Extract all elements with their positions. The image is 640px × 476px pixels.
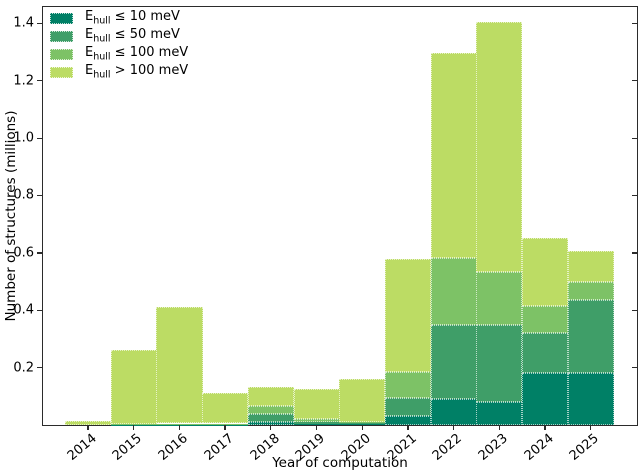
bar-2024-le100 (522, 305, 569, 334)
y-tick-label-0.4: 0.4 (13, 302, 34, 318)
bar-2021-le50 (384, 398, 432, 417)
bar-2022-le50 (430, 325, 477, 400)
bar-2020-le100 (339, 422, 386, 424)
legend-item-gt100: Ehull > 100 meV (50, 63, 188, 81)
bar-2022-le100 (430, 258, 477, 326)
y-tick-right-1.4 (632, 22, 637, 25)
bar-2022-gt100 (430, 53, 477, 258)
bar-2014-gt100 (65, 420, 112, 425)
legend-label-le50: Ehull ≤ 50 meV (85, 27, 180, 45)
x-tick-2017 (224, 425, 226, 430)
y-tick-label-1.4: 1.4 (13, 15, 34, 31)
bar-2015-gt100 (110, 350, 157, 424)
legend-label-gt100: Ehull > 100 meV (85, 63, 189, 81)
bar-2018-le10 (247, 421, 294, 425)
bar-2024-le10 (522, 373, 569, 425)
y-tick-right-0.4 (632, 309, 637, 311)
x-tick-label-2024: 2024 (521, 431, 557, 464)
x-tick-2025 (590, 425, 592, 430)
bar-2024-gt100 (522, 238, 569, 306)
bar-2019-le10 (293, 423, 340, 425)
x-tick-2023 (498, 425, 500, 430)
y-tick-label-0.2: 0.2 (13, 360, 34, 376)
y-tick-right-1.2 (632, 80, 637, 82)
bar-2020-le10 (339, 424, 386, 425)
y-tick-left-1.4 (37, 22, 42, 25)
bar-2024-le50 (522, 333, 569, 374)
bar-2016-le100 (156, 423, 203, 425)
x-tick-label-2015: 2015 (110, 431, 146, 464)
bar-2016-gt100 (156, 307, 203, 424)
x-tick-2022 (452, 425, 455, 430)
y-tick-left-1.2 (37, 80, 42, 82)
legend-swatch-gt100 (50, 66, 73, 78)
x-tick-2019 (315, 425, 318, 430)
legend-item-le10: Ehull ≤ 10 meV (50, 9, 188, 27)
bar-2023-le100 (476, 271, 523, 326)
bar-2025-le50 (567, 299, 614, 374)
bar-2025-le100 (567, 281, 614, 300)
bar-2021-le10 (384, 416, 432, 425)
bar-2017-gt100 (202, 393, 249, 424)
x-tick-2021 (407, 425, 409, 430)
x-tick-2014 (87, 425, 89, 430)
x-tick-label-2014: 2014 (64, 431, 100, 464)
y-tick-label-1.0: 1.0 (13, 130, 34, 146)
y-tick-right-1.0 (632, 137, 637, 139)
x-tick-2015 (133, 425, 135, 430)
bar-2021-le100 (384, 371, 432, 398)
bar-2019-le100 (293, 418, 340, 423)
x-tick-label-2023: 2023 (475, 431, 511, 464)
y-tick-right-0.2 (632, 367, 637, 369)
bar-2019-le50 (293, 422, 340, 424)
x-tick-2016 (178, 425, 181, 430)
bar-2017-le100 (202, 423, 249, 425)
legend-swatch-le10 (50, 12, 73, 24)
y-tick-left-0.2 (37, 367, 42, 369)
bar-2023-le50 (476, 325, 523, 402)
x-tick-label-2016: 2016 (155, 431, 191, 464)
legend-swatch-le100 (50, 48, 73, 60)
x-tick-label-2022: 2022 (430, 431, 466, 464)
x-tick-label-2025: 2025 (567, 431, 603, 464)
legend-swatch-le50 (50, 30, 73, 42)
y-tick-right-0.8 (632, 194, 637, 197)
legend-label-le10: Ehull ≤ 10 meV (85, 9, 180, 27)
legend-label-le100: Ehull ≤ 100 meV (85, 45, 189, 63)
bar-2018-gt100 (247, 387, 294, 406)
y-tick-left-0.4 (37, 309, 42, 311)
y-axis-label: Number of structures (millions) (3, 110, 19, 322)
y-tick-right-0.6 (632, 252, 637, 254)
bar-2025-le10 (567, 373, 614, 425)
y-tick-left-1.0 (37, 137, 42, 139)
bar-2020-le50 (339, 423, 386, 425)
bar-2018-le100 (247, 406, 294, 415)
x-tick-label-2017: 2017 (201, 431, 237, 464)
bar-2019-gt100 (293, 389, 340, 419)
bar-2018-le50 (247, 414, 294, 422)
x-tick-2024 (544, 425, 546, 430)
x-tick-2018 (270, 425, 272, 430)
x-tick-2020 (361, 425, 363, 430)
y-tick-label-0.8: 0.8 (13, 187, 34, 203)
bar-2021-gt100 (384, 259, 432, 372)
bar-2022-le10 (430, 399, 477, 425)
y-tick-left-0.8 (37, 194, 42, 197)
bar-2015-le100 (110, 423, 157, 425)
x-axis-label: Year of computation (272, 455, 408, 471)
bar-2025-gt100 (567, 251, 614, 282)
y-tick-left-0.6 (37, 252, 42, 254)
y-tick-label-0.6: 0.6 (13, 245, 34, 261)
bar-2023-le10 (476, 401, 523, 425)
bar-2023-gt100 (476, 22, 523, 272)
bar-2020-gt100 (339, 379, 386, 423)
legend-item-le100: Ehull ≤ 100 meV (50, 45, 188, 63)
legend-item-le50: Ehull ≤ 50 meV (50, 27, 188, 45)
y-tick-label-1.2: 1.2 (13, 73, 34, 89)
legend: Ehull ≤ 10 meV Ehull ≤ 50 meV Ehull ≤ 100 … (50, 9, 188, 81)
